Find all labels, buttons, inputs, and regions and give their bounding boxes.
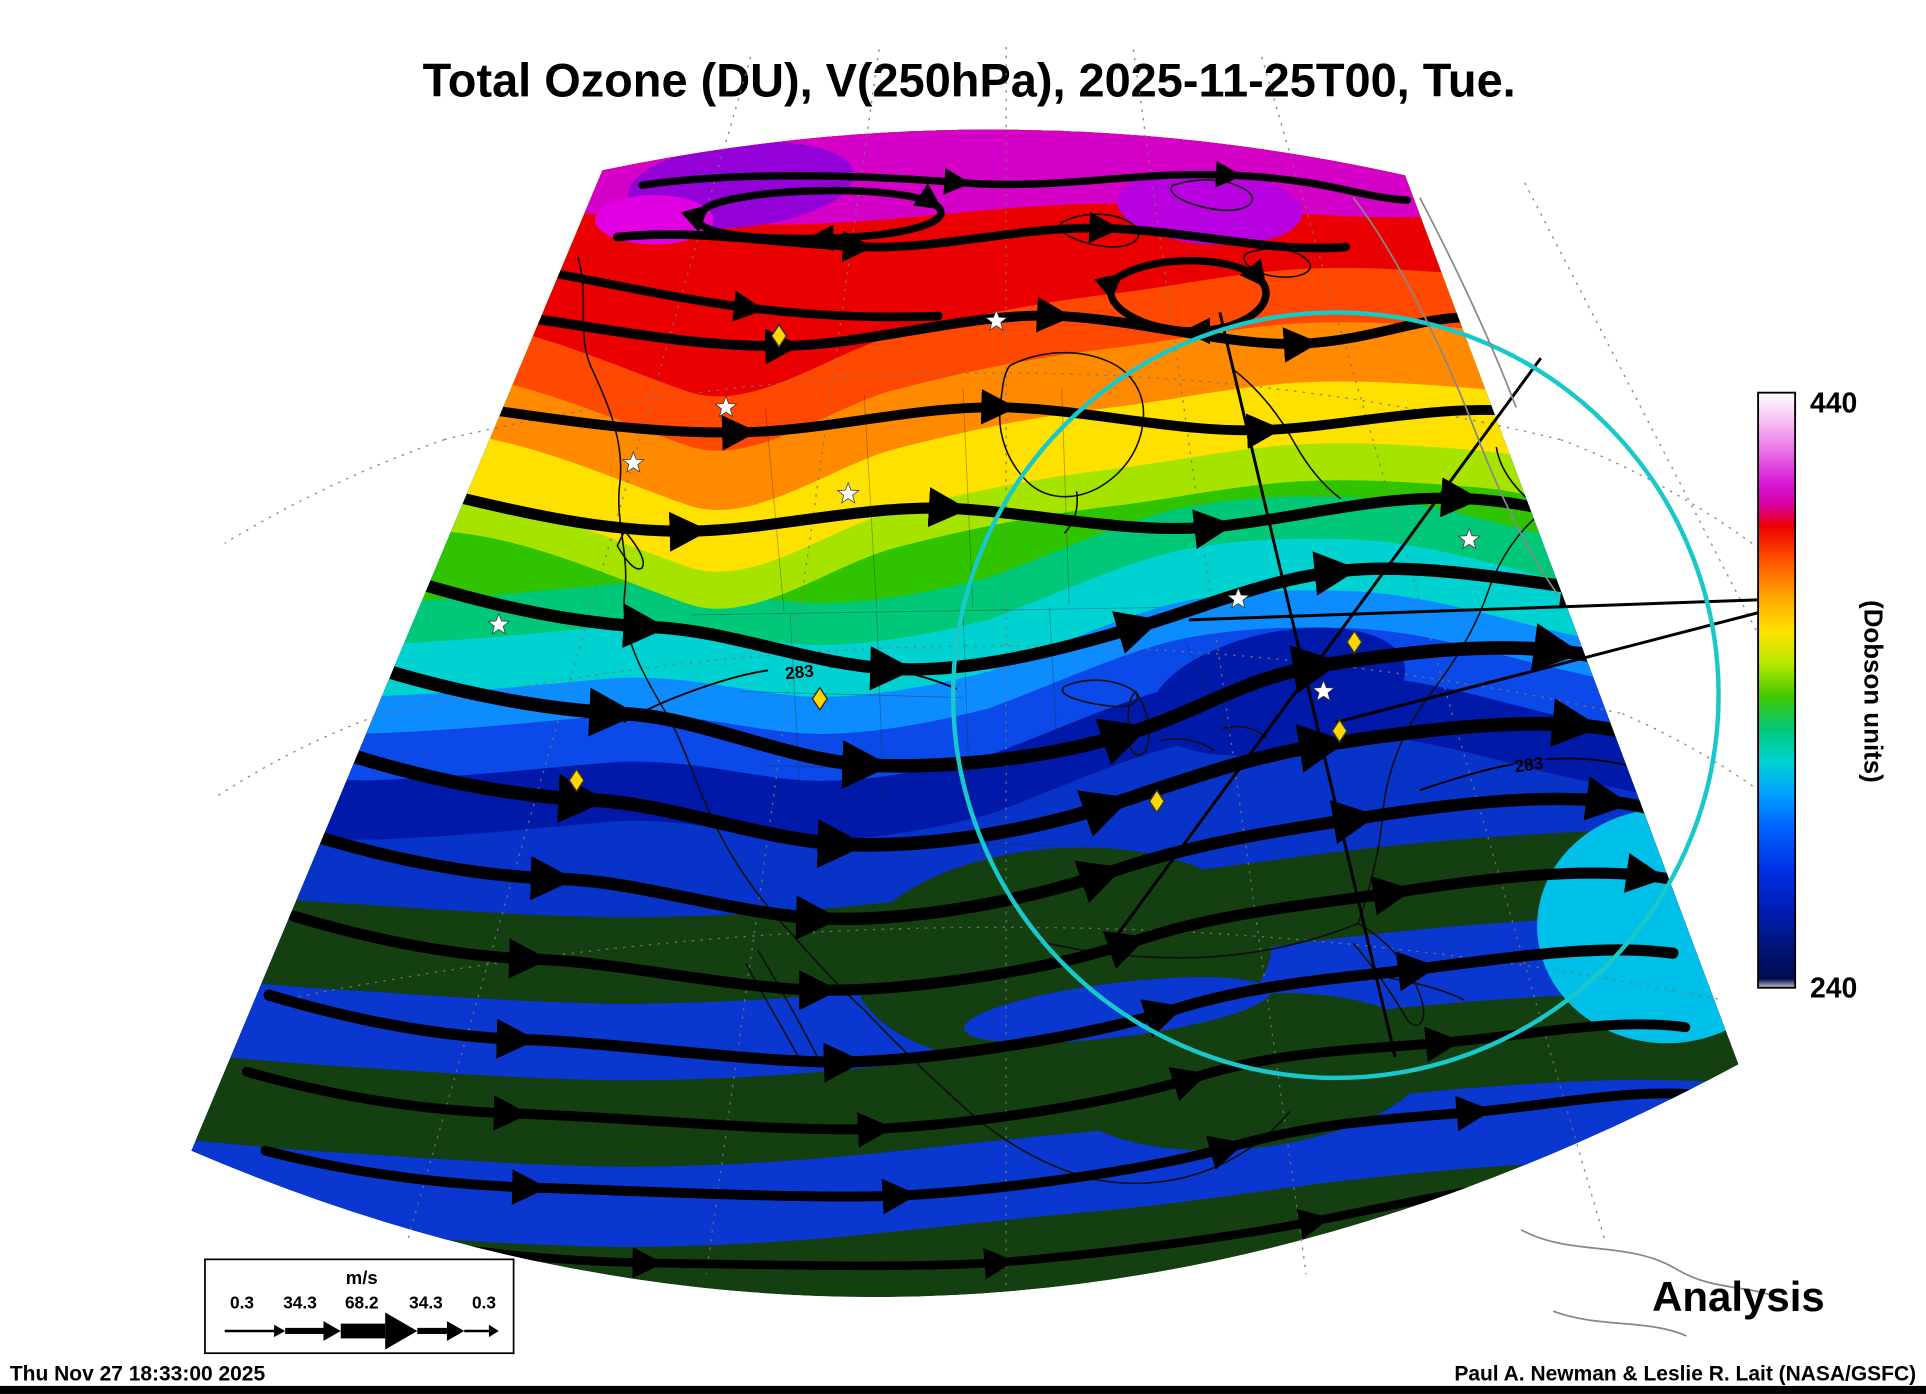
contour-label: 283 xyxy=(1513,753,1544,777)
arrow-head xyxy=(323,1321,341,1341)
colorbar: 440 240 (Dobson units) xyxy=(1757,387,1886,1005)
wind-legend-value: 34.3 xyxy=(409,1293,443,1313)
footer: Thu Nov 27 18:33:00 2025 Paul A. Newman … xyxy=(0,1362,1926,1394)
section-line xyxy=(1218,312,1397,1058)
streamline xyxy=(260,1088,1715,1215)
graticule-parallel xyxy=(214,713,383,799)
range-circle xyxy=(950,310,1721,1081)
graticule-parallel xyxy=(444,372,1561,441)
coastline-newfoundland xyxy=(1544,439,1586,473)
wind-legend-value: 0.3 xyxy=(230,1293,254,1313)
coastline-outside xyxy=(1520,1228,1781,1300)
streamline xyxy=(366,1178,1548,1280)
wind-legend-unit: m/s xyxy=(346,1267,378,1288)
streamline xyxy=(448,477,1673,552)
colorbar-min-label: 240 xyxy=(1810,973,1857,1005)
wind-legend-value: 34.3 xyxy=(283,1293,317,1313)
arrow-head xyxy=(274,1324,286,1338)
arrow-head xyxy=(446,1321,465,1341)
contour-label: 283 xyxy=(784,660,815,683)
wind-legend-value: 0.3 xyxy=(472,1293,496,1313)
graticule-parallel xyxy=(224,438,445,544)
figure-title: Total Ozone (DU), V(250hPa), 2025-11-25T… xyxy=(423,54,1516,106)
colorbar-gradient xyxy=(1757,391,1797,989)
wind-legend-value: 68.2 xyxy=(345,1293,379,1313)
graticule-parallel xyxy=(1560,438,1789,571)
wind-speed-legend: m/s 0.3 34.3 68.2 34.3 0.3 xyxy=(204,1258,515,1355)
mode-label: Analysis xyxy=(1652,1273,1825,1320)
arrow-head xyxy=(385,1312,418,1350)
coastline-outside xyxy=(1552,1310,1687,1337)
streamline xyxy=(486,389,1536,451)
footer-timestamp: Thu Nov 27 18:33:00 2025 xyxy=(10,1362,266,1385)
colorbar-units-label: (Dobson units) xyxy=(1858,600,1886,783)
coastline-greenland xyxy=(1419,197,1517,408)
section-line xyxy=(1188,597,1788,622)
wind-streamlines xyxy=(241,161,1739,1298)
streamline xyxy=(638,161,1412,204)
streamline xyxy=(694,191,941,239)
section-line xyxy=(1113,357,1542,940)
streamline xyxy=(528,296,1493,365)
footer-bar xyxy=(0,1385,1926,1394)
footer-credit: Paul A. Newman & Leslie R. Lait (NASA/GS… xyxy=(1454,1362,1916,1385)
graticule-meridian xyxy=(1524,182,1789,692)
streamline xyxy=(553,269,943,322)
arrow-head xyxy=(488,1324,499,1338)
outside-coastlines xyxy=(1352,197,1781,1337)
wind-legend-arrow xyxy=(224,1312,499,1350)
colorbar-max-label: 440 xyxy=(1810,387,1857,419)
coastline-greenland xyxy=(1352,197,1559,596)
